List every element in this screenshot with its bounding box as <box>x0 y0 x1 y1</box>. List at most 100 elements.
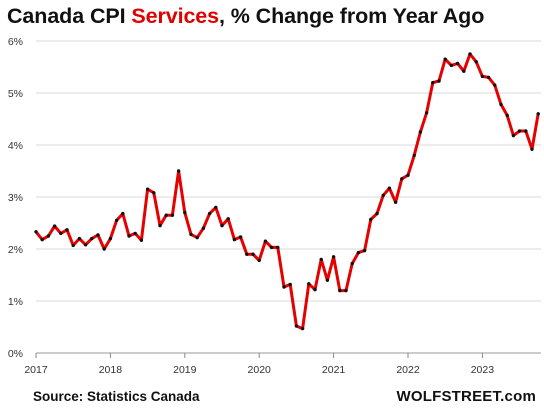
data-point <box>269 245 274 250</box>
data-point <box>170 213 175 217</box>
data-point <box>530 147 534 151</box>
data-point <box>46 234 51 238</box>
data-point <box>313 287 317 292</box>
data-point <box>344 288 348 293</box>
data-point <box>443 57 447 61</box>
x-tick-label: 2017 <box>24 364 48 376</box>
x-tick-label: 2019 <box>173 364 197 376</box>
data-point <box>245 252 249 256</box>
data-point <box>201 226 206 230</box>
data-point <box>375 211 379 216</box>
data-point <box>362 248 367 253</box>
data-point <box>71 243 75 248</box>
data-point <box>381 193 385 198</box>
data-point <box>133 231 137 236</box>
data-point <box>437 79 441 83</box>
data-point <box>325 278 330 282</box>
data-point <box>412 153 416 158</box>
data-point <box>424 111 429 115</box>
title-part-3: , % Change from Year Ago <box>219 4 485 28</box>
data-point <box>145 187 150 191</box>
data-point <box>499 102 503 107</box>
data-point <box>517 129 522 133</box>
data-point <box>96 233 100 237</box>
data-point <box>83 243 88 247</box>
data-point <box>152 191 156 195</box>
data-point <box>90 236 94 241</box>
data-point <box>474 60 478 64</box>
data-point <box>65 228 69 232</box>
y-tick-label: 1% <box>8 296 23 308</box>
data-point <box>183 210 187 215</box>
data-point <box>226 217 230 221</box>
data-point-markers <box>34 52 540 331</box>
data-point <box>294 324 299 328</box>
data-point <box>114 218 119 223</box>
data-point <box>400 177 404 181</box>
y-tick-label: 3% <box>8 192 23 204</box>
data-point <box>462 69 466 73</box>
data-point <box>34 230 38 234</box>
y-tick-label: 4% <box>8 140 23 152</box>
title-accent-services: Services <box>131 4 220 28</box>
data-point <box>356 250 361 255</box>
data-point <box>307 282 311 286</box>
data-point <box>486 75 491 80</box>
data-point <box>350 261 354 266</box>
data-point <box>59 231 63 236</box>
data-point <box>127 234 131 238</box>
data-point <box>431 80 435 85</box>
data-point <box>493 83 497 87</box>
data-point <box>77 236 82 241</box>
data-point <box>288 282 292 287</box>
data-point <box>164 213 168 217</box>
source-note: Source: Statistics Canada <box>33 389 200 404</box>
data-point <box>338 288 342 293</box>
y-tick-label: 6% <box>8 36 23 48</box>
x-tick-label: 2020 <box>248 364 272 376</box>
data-point <box>238 235 243 239</box>
data-point <box>158 223 162 228</box>
y-tick-label: 5% <box>8 88 23 100</box>
data-point <box>393 200 398 204</box>
data-point <box>263 239 268 243</box>
x-tick-label: 2022 <box>396 364 420 376</box>
data-point <box>220 223 224 228</box>
data-point <box>121 211 125 216</box>
data-point <box>369 217 373 222</box>
data-point <box>232 237 237 242</box>
chart-title: Canada CPI Services, % Change from Year … <box>7 4 484 29</box>
data-point <box>406 173 410 177</box>
data-point <box>524 129 528 133</box>
data-point <box>102 247 106 251</box>
data-point <box>331 255 336 259</box>
data-point <box>300 326 305 331</box>
data-point <box>480 74 485 79</box>
data-point <box>536 112 540 116</box>
data-point <box>195 235 199 240</box>
data-point <box>108 236 113 241</box>
data-point <box>207 211 212 216</box>
x-axis: 2017 2018 2019 2020 2021 2022 2023 <box>24 352 541 376</box>
data-point <box>455 61 460 66</box>
y-axis-ticks: 0% 1% 2% 3% 4% 5% 6% <box>8 36 23 360</box>
x-tick-label: 2018 <box>99 364 123 376</box>
data-point <box>276 245 280 250</box>
data-point <box>511 133 516 138</box>
data-point <box>387 186 392 190</box>
data-point <box>319 257 323 262</box>
y-tick-label: 0% <box>8 348 23 360</box>
data-point <box>139 238 144 242</box>
data-point <box>257 258 261 263</box>
data-point <box>505 113 509 118</box>
title-part-1: Canada CPI <box>7 4 132 28</box>
series-line-path <box>34 52 540 331</box>
data-point <box>468 52 472 56</box>
y-tick-label: 2% <box>8 244 23 256</box>
brand-logo-text: WOLFSTREET.com <box>396 388 536 405</box>
data-point <box>176 169 181 173</box>
x-tick-label: 2023 <box>471 364 495 376</box>
data-point <box>214 205 218 210</box>
gridlines <box>36 40 541 354</box>
